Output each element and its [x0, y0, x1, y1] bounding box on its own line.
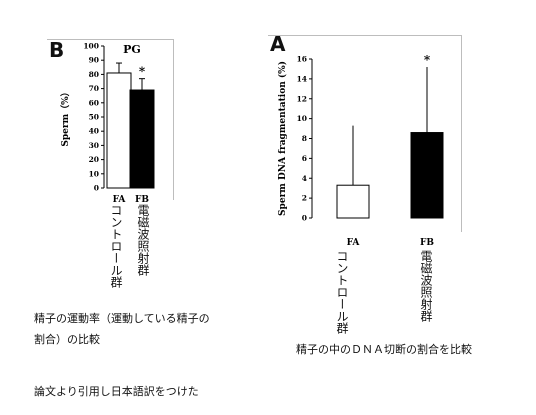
chart-a-bar-fa [336, 184, 370, 219]
chart-b-y-tick-label: 40 [89, 127, 99, 136]
chart-b-y-tick-label: 70 [89, 84, 99, 93]
chart-b-y-tick-label: 10 [89, 169, 99, 178]
chart-b-y-tick-label: 60 [89, 98, 99, 107]
chart-b-significance-fb: * [139, 65, 146, 79]
chart-a-dna-fragmentation: 0 2 4 6 8 10 12 14 16 Sperm DNA fragmentation (%)… [277, 53, 444, 248]
chart-b-category-label-fa: FA [113, 195, 127, 205]
caption-citation-note: 論文より引用し日本語訳をつけた [34, 385, 199, 398]
chart-b-y-tick-label: 100 [83, 42, 99, 51]
chart-a-y-axis-label: Sperm DNA fragmentation (%) [277, 61, 288, 216]
chart-a-y-tick-label: 2 [302, 194, 307, 203]
chart-b-y-tick-label: 90 [89, 56, 99, 65]
chart-b-y-tick-label: 50 [89, 113, 99, 122]
panel-b-letter: B [49, 38, 65, 62]
chart-b-bar-fa [106, 72, 132, 189]
chart-a-y-tick-label: 6 [302, 154, 307, 163]
chart-b-exposed-group-note: 電磁波照射群 [136, 204, 150, 276]
chart-b-y-axis-label: Sperm（%） [60, 87, 71, 146]
chart-b-y-tick-label: 80 [89, 70, 99, 79]
chart-b-y-tick-label: 20 [89, 155, 99, 164]
chart-a-control-group-note: コントロール群 [335, 250, 349, 334]
chart-b-y-tick-label: 30 [89, 141, 99, 150]
chart-a-category-label-fb: FB [420, 238, 434, 248]
chart-b-sperm-motility: 0 10 20 30 40 50 60 70 80 90 100 Sperm（%） PG FA * FB [60, 42, 155, 205]
chart-a-exposed-group-note: 電磁波照射群 [419, 250, 433, 322]
chart-b-control-group-note: コントロール群 [109, 204, 123, 288]
caption-motility-line1: 精子の運動率（運動している精子の [34, 312, 210, 325]
chart-a-y-tick-label: 14 [297, 74, 307, 83]
chart-b-title: PG [123, 43, 141, 56]
chart-a-y-tick-label: 10 [297, 114, 307, 123]
chart-a-category-label-fa: FA [347, 238, 361, 248]
chart-a-y-tick-label: 16 [297, 55, 307, 64]
chart-a-y-tick-label: 8 [302, 134, 307, 143]
panel-a-letter: A [270, 32, 286, 56]
chart-b-category-label-fb: FB [135, 195, 149, 205]
caption-motility-line2: 割合）の比較 [34, 333, 100, 346]
caption-dna-fragmentation: 精子の中のＤＮＡ切断の割合を比較 [296, 343, 472, 356]
chart-a-bar-fb [410, 132, 444, 219]
chart-b-y-tick-label: 0 [94, 184, 99, 193]
chart-a-y-tick-label: 0 [302, 214, 307, 223]
chart-b-bar-fb [129, 89, 155, 189]
chart-a-y-tick-label: 12 [297, 94, 307, 103]
chart-a-y-tick-label: 4 [302, 174, 307, 183]
chart-a-significance-fb: * [424, 53, 431, 67]
